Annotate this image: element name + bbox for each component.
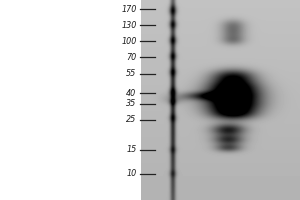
Text: 70: 70 [126,52,136,62]
Text: 55: 55 [126,70,136,78]
Text: 15: 15 [126,146,136,154]
Text: 10: 10 [126,170,136,178]
Text: 130: 130 [121,21,136,29]
Text: 40: 40 [126,88,136,98]
Text: 35: 35 [126,99,136,108]
Text: 100: 100 [121,36,136,46]
Text: 25: 25 [126,116,136,124]
Text: 170: 170 [121,4,136,14]
